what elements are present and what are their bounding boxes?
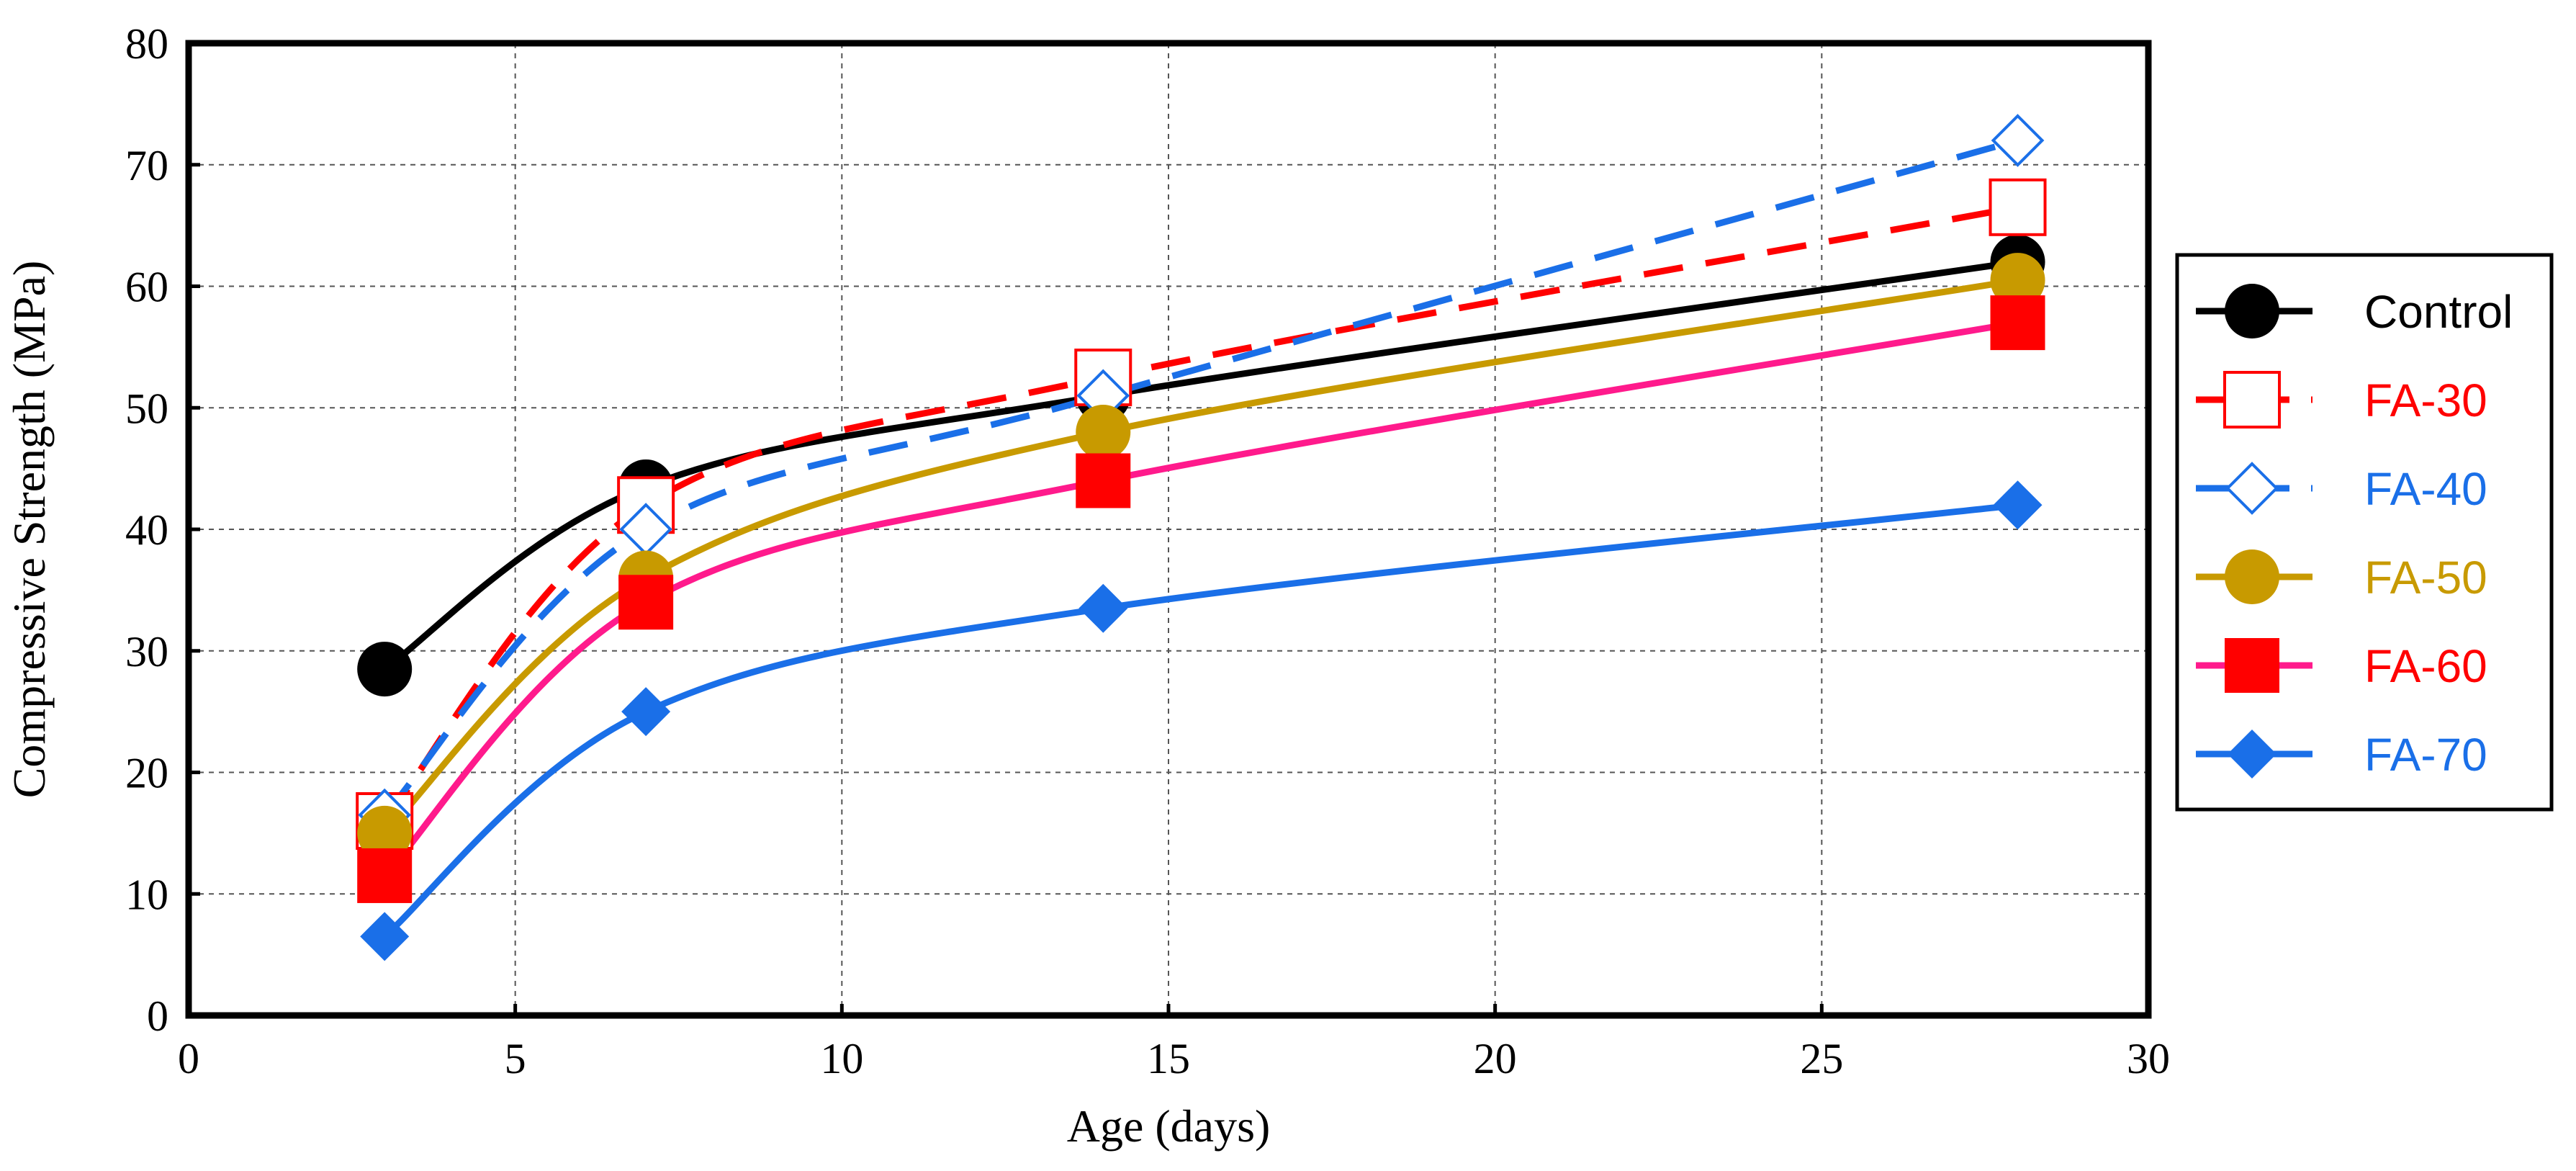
legend-marker-fa-50 [2225,549,2279,604]
data-point-fa-70 [360,912,410,961]
legend-marker-fa-70 [2228,730,2276,779]
legend-label-fa-40: FA-40 [2364,463,2487,515]
data-point-fa-60 [357,848,413,903]
y-tick-label: 40 [125,506,168,554]
y-tick-label: 0 [147,992,168,1040]
data-point-fa-70 [1078,583,1128,633]
y-tick-label: 70 [125,142,168,189]
y-tick-label: 30 [125,628,168,676]
y-tick-label: 50 [125,385,168,432]
y-tick-label: 80 [125,20,168,68]
data-point-fa-60 [618,575,674,630]
legend-marker-fa-40 [2225,462,2279,515]
legend-label-fa-70: FA-70 [2364,729,2487,781]
legend: Control FA-30 FA-40 FA-50 FA-60 FA-70 [2175,253,2554,812]
legend-label-control: Control [2364,286,2513,338]
x-tick-label: 10 [820,1035,863,1082]
series-line-fa-60 [382,319,2019,879]
data-point-fa-50 [357,805,413,861]
legend-marker-fa-30 [2223,371,2281,429]
y-axis-title: Compressive Strength (MPa) [4,261,55,799]
legend-label-fa-50: FA-50 [2364,552,2487,604]
data-point-control [357,642,413,697]
x-tick-label: 30 [2127,1035,2170,1082]
data-point-fa-50 [1990,253,2045,308]
series-line-fa-30 [382,204,2019,823]
legend-box [2175,253,2554,812]
data-point-fa-60 [1076,453,1131,508]
series-line-control [382,259,2019,672]
grid-lines [189,43,2148,1015]
x-tick-label: 20 [1474,1035,1517,1082]
y-axis-ticks: 0 10 20 30 40 50 60 70 80 [125,20,200,1040]
series-markers [356,114,2047,961]
legend-marker-fa-60 [2225,638,2279,693]
y-tick-label: 60 [125,264,168,311]
legend-marker-control [2225,284,2279,338]
data-point-fa-50 [1076,405,1131,459]
series-line-fa-50 [382,277,2019,836]
x-tick-label: 5 [505,1035,526,1082]
series-line-fa-70 [382,501,2019,939]
data-point-fa-70 [621,687,671,737]
x-tick-label: 25 [1800,1035,1843,1082]
x-tick-label: 0 [178,1035,199,1082]
series-lines [382,137,2019,939]
data-point-fa-60 [1990,295,2045,351]
x-axis-ticks: 0 5 10 15 20 25 30 [178,1004,2170,1082]
x-tick-label: 15 [1147,1035,1190,1082]
data-point-fa-30 [1989,178,2047,236]
x-axis-title: Age (days) [1067,1100,1271,1152]
data-point-fa-40 [1991,114,2045,167]
series-line-fa-40 [382,137,2019,817]
legend-label-fa-30: FA-30 [2364,374,2487,426]
y-tick-label: 10 [125,871,168,918]
y-tick-label: 20 [125,750,168,797]
legend-label-fa-60: FA-60 [2364,640,2487,692]
data-point-fa-70 [1993,480,2043,530]
